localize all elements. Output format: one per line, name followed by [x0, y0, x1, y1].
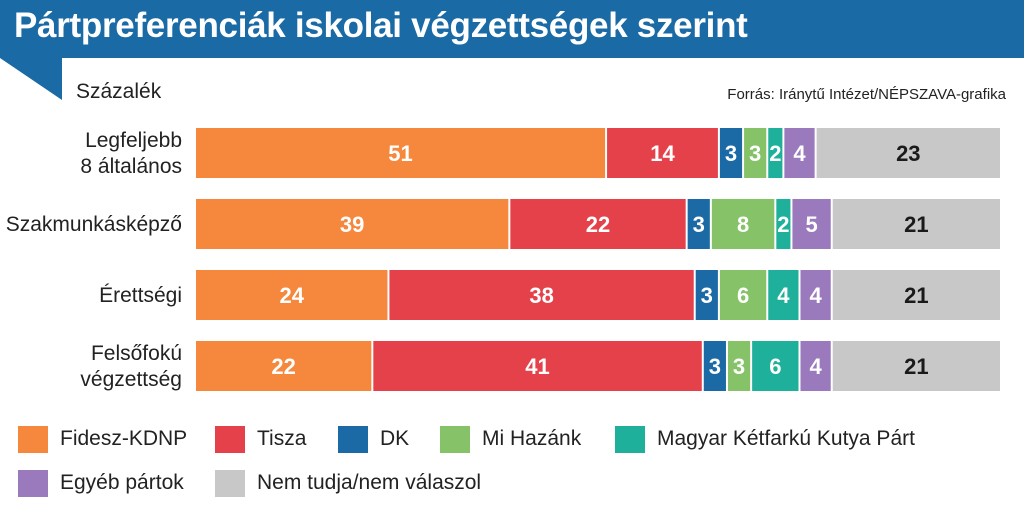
- bar-segment: [711, 199, 775, 249]
- data-label: 3: [709, 354, 721, 379]
- data-label: 21: [904, 354, 928, 379]
- category-label: Felsőfokú végzettség: [80, 342, 182, 391]
- bar-segment: [792, 199, 831, 249]
- legend-item-mkkp: Magyar Kétfarkú Kutya Párt: [615, 424, 915, 454]
- data-label: 6: [737, 283, 749, 308]
- bar-segment: [719, 270, 767, 320]
- bar-segment: [695, 270, 718, 320]
- chart-title: Pártpreferenciák iskolai végzettségek sz…: [14, 6, 748, 45]
- title-bar: Pártpreferenciák iskolai végzettségek sz…: [0, 0, 1024, 58]
- data-label: 6: [769, 354, 781, 379]
- legend-item-fidesz: Fidesz-KDNP: [18, 424, 187, 454]
- bar-segment: [687, 199, 710, 249]
- data-label: 3: [725, 141, 737, 166]
- legend-item-mi-hazank: Mi Hazánk: [440, 424, 581, 454]
- data-label: 4: [809, 283, 822, 308]
- data-label: 22: [271, 354, 295, 379]
- data-label: 4: [793, 141, 806, 166]
- data-label: 3: [733, 354, 745, 379]
- category-label: Legfeljebb 8 általános: [80, 129, 182, 178]
- bar-segment: [800, 270, 831, 320]
- legend-item-dk: DK: [338, 424, 409, 454]
- source-label: Forrás: Iránytű Intézet/NÉPSZAVA-grafika: [727, 86, 1006, 103]
- data-label: 2: [777, 212, 789, 237]
- bar-segment: [768, 128, 783, 178]
- bar-segment: [768, 270, 799, 320]
- bar-segment: [196, 128, 606, 178]
- legend-swatch: [215, 425, 245, 453]
- data-label: 2: [769, 141, 781, 166]
- data-label: 5: [805, 212, 817, 237]
- legend-label: Fidesz-KDNP: [60, 427, 188, 450]
- data-label: 14: [650, 141, 675, 166]
- data-label: 3: [749, 141, 761, 166]
- bar-segment: [196, 341, 372, 391]
- bar-segment: [752, 341, 799, 391]
- bar-segment: [389, 270, 694, 320]
- unit-label: Százalék: [76, 80, 162, 103]
- legend-swatch: [615, 425, 645, 453]
- legend-swatch: [440, 425, 470, 453]
- data-label: 4: [777, 283, 790, 308]
- bar-segment: [196, 199, 509, 249]
- bar-segment: [719, 128, 743, 178]
- data-label: 3: [701, 283, 713, 308]
- legend-item-tisza: Tisza: [215, 424, 306, 454]
- bar-segment: [196, 270, 388, 320]
- bar-segment: [784, 128, 815, 178]
- bar-segment: [703, 341, 726, 391]
- legend-label: Egyéb pártok: [60, 471, 184, 494]
- bar-segment: [832, 341, 1000, 391]
- legend-swatch: [18, 425, 48, 453]
- data-label: 24: [279, 283, 304, 308]
- bar-segment: [776, 199, 791, 249]
- bar-segment: [800, 341, 831, 391]
- data-label: 21: [904, 212, 928, 237]
- legend: Fidesz-KDNP Tisza DK Mi Hazánk Magyar Ké…: [18, 424, 1018, 504]
- legend-label: Magyar Kétfarkú Kutya Párt: [657, 427, 915, 450]
- data-label: 38: [529, 283, 553, 308]
- category-label: Szakmunkásképző: [6, 213, 182, 236]
- legend-label: Mi Hazánk: [482, 427, 582, 450]
- title-tab-decoration: [0, 58, 62, 100]
- legend-label: DK: [380, 427, 410, 450]
- legend-item-nem-tudja: Nem tudja/nem válaszol: [215, 468, 481, 498]
- data-label: 4: [809, 354, 822, 379]
- bar-segment: [816, 128, 1000, 178]
- bar-segment: [607, 128, 718, 178]
- data-label: 3: [693, 212, 705, 237]
- bar-segment: [832, 199, 1000, 249]
- data-label: 22: [586, 212, 610, 237]
- data-label: 51: [388, 141, 412, 166]
- legend-label: Nem tudja/nem válaszol: [257, 471, 482, 494]
- data-label: 23: [896, 141, 920, 166]
- bar-segment: [744, 128, 767, 178]
- bar-segment: [373, 341, 702, 391]
- legend-label: Tisza: [257, 427, 307, 450]
- category-label: Érettségi: [99, 284, 182, 307]
- legend-item-egyeb: Egyéb pártok: [18, 468, 184, 498]
- bar-segment: [727, 341, 751, 391]
- bar-segment: [832, 270, 1000, 320]
- bar-segment: [510, 199, 686, 249]
- data-label: 8: [737, 212, 749, 237]
- data-label: 39: [340, 212, 364, 237]
- legend-swatch: [18, 469, 48, 497]
- data-label: 21: [904, 283, 928, 308]
- legend-swatch: [215, 469, 245, 497]
- data-label: 41: [525, 354, 549, 379]
- legend-swatch: [338, 425, 368, 453]
